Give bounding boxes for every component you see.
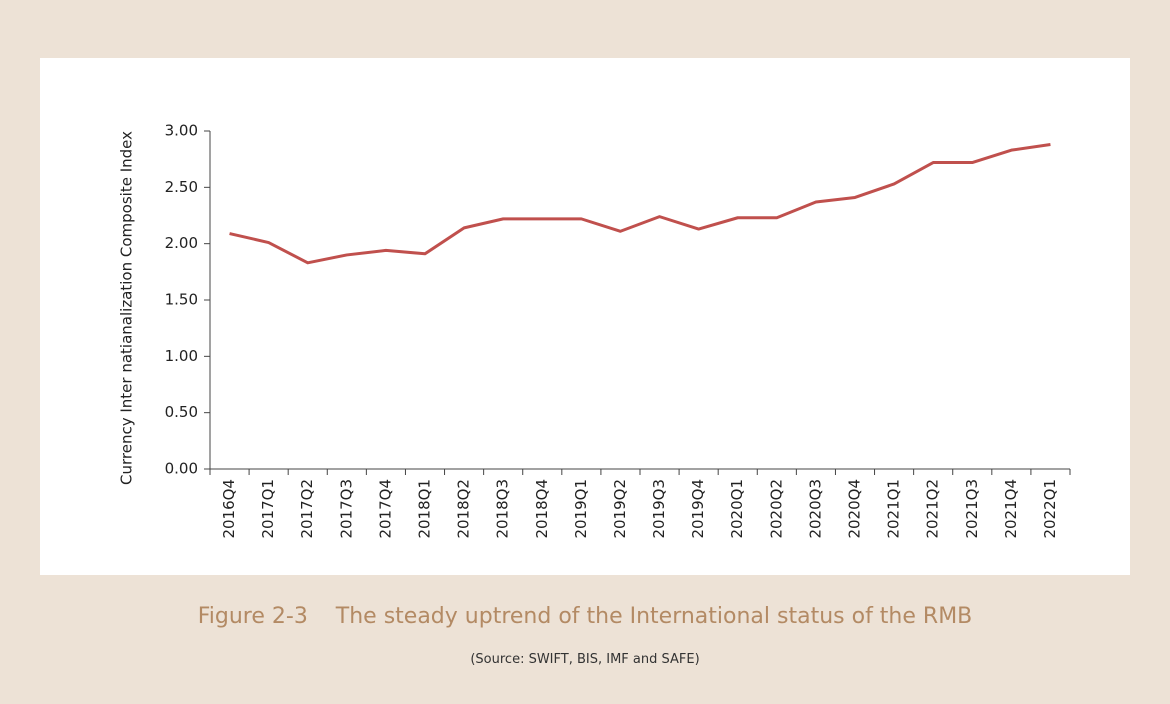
x-tick-label: 2017Q3 [337, 479, 355, 539]
y-tick-label: 0.50 [165, 403, 198, 421]
y-tick-label: 0.00 [165, 460, 198, 478]
x-tick-label: 2020Q1 [728, 479, 746, 539]
y-tick-label: 2.50 [165, 178, 198, 196]
x-tick-label: 2019Q3 [650, 479, 668, 539]
y-tick-label: 1.50 [165, 291, 198, 309]
x-tick-label: 2021Q2 [924, 479, 942, 539]
y-tick-label: 2.00 [165, 234, 198, 252]
x-tick-label: 2018Q3 [494, 479, 512, 539]
x-tick-label: 2020Q3 [806, 479, 824, 539]
x-tick-label: 2019Q2 [611, 479, 629, 539]
x-tick-label: 2019Q1 [572, 479, 590, 539]
y-tick-label: 3.00 [165, 122, 198, 140]
x-tick-label: 2017Q2 [298, 479, 316, 539]
source-note: (Source: SWIFT, BIS, IMF and SAFE) [470, 652, 700, 667]
x-tick-label: 2017Q1 [259, 479, 277, 539]
x-tick-label: 2018Q4 [533, 479, 551, 539]
x-tick-label: 2021Q4 [1002, 479, 1020, 539]
y-axis-label: Currency Inter natianalization Composite… [118, 131, 136, 485]
chart: Currency Inter natianalization Composite… [118, 122, 1071, 539]
figure-caption: Figure 2-3 The steady uptrend of the Int… [197, 604, 973, 629]
x-tick-label: 2018Q1 [416, 479, 434, 539]
x-tick-label: 2021Q1 [885, 479, 903, 539]
x-tick-label: 2017Q4 [376, 479, 394, 539]
x-tick-label: 2021Q3 [963, 479, 981, 539]
chart-panel [40, 58, 1130, 575]
data-line [229, 143, 1051, 265]
x-tick-label: 2016Q4 [220, 479, 238, 539]
y-tick-label: 1.00 [165, 347, 198, 365]
x-tick-label: 2019Q4 [689, 479, 707, 539]
x-tick-label: 2020Q2 [767, 479, 785, 539]
x-tick-label: 2018Q2 [455, 479, 473, 539]
x-tick-label: 2022Q1 [1041, 479, 1059, 539]
x-tick-label: 2020Q4 [846, 479, 864, 539]
